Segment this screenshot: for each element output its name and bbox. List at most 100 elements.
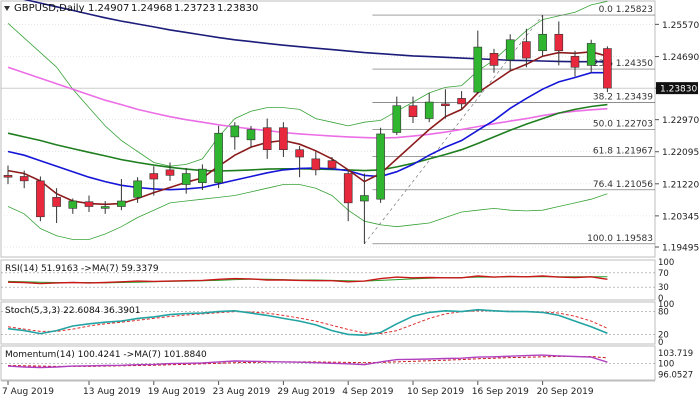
fib-level-label: 0.0 1.25823: [599, 5, 653, 15]
candle-body: [198, 168, 207, 183]
rsi-tick-label: 100: [658, 258, 674, 268]
candle-body: [473, 46, 483, 93]
candle-body: [603, 48, 612, 89]
stoch-header: Stoch(5,3,3) 22.6084 36.3901: [5, 306, 140, 316]
candle-body: [505, 39, 515, 61]
candle-body: [100, 206, 110, 209]
price-tick-label: 1.22095: [662, 148, 699, 158]
candle-body: [489, 53, 499, 66]
candle-body: [149, 173, 159, 180]
candle-body: [441, 103, 450, 107]
momentum-plot: [1, 354, 655, 369]
price-panel: 0.0 1.25823 23.6 1.24350 38.2 1.23439 50.0 …: [0, 0, 699, 258]
candle-body: [295, 149, 304, 158]
date-tick-label: 16 Sep 2019: [472, 387, 529, 397]
price-axis: 1.25570 1.24690 1.23830 1.22970 1.22095 1.212…: [655, 21, 699, 254]
price-tick-label: 1.19495: [662, 244, 699, 254]
momentum-header: Momentum(14) 100.4241 ->MA(7) 101.8840: [5, 350, 207, 360]
candle-body: [376, 133, 385, 200]
date-tick-label: 19 Aug 2019: [148, 387, 206, 397]
bollinger-lower-line: [7, 184, 608, 240]
candle-body: [262, 127, 272, 151]
current-price-box: [656, 82, 698, 95]
candle-body: [181, 173, 191, 185]
fib-level-label: 76.4 1.21056: [593, 180, 653, 190]
price-tick-label: 1.24690: [662, 53, 699, 63]
ma-mid-line: [7, 71, 608, 191]
date-tick-label: 4 Sep 2019: [342, 387, 394, 397]
stoch-tick-label: 80: [658, 308, 669, 318]
candle-body: [214, 132, 223, 183]
price-tick-label: 1.21220: [662, 180, 699, 190]
candle-body: [522, 41, 531, 59]
candle-body: [570, 55, 580, 68]
candle-body: [52, 197, 61, 207]
date-tick-label: 29 Aug 2019: [277, 387, 335, 397]
candle-body: [360, 195, 369, 202]
stoch-plot: [1, 308, 655, 337]
date-tick-label: 23 Aug 2019: [213, 387, 271, 397]
candle-body: [392, 105, 402, 133]
date-tick-label: 20 Sep 2019: [537, 387, 594, 397]
candle-body: [230, 125, 240, 138]
candle-body: [457, 98, 466, 105]
stoch-tick-label: 0: [658, 338, 663, 348]
candle-body: [19, 176, 29, 182]
candle-body: [343, 173, 353, 204]
candles: [3, 15, 612, 244]
fib-level-label: 100.0 1.19583: [587, 234, 653, 244]
collapse-arrow-icon[interactable]: [4, 6, 10, 11]
momentum-line: [7, 354, 608, 369]
candle-body: [68, 200, 78, 209]
price-header-high: 1.24968: [131, 3, 172, 14]
rsi-plot: [1, 272, 655, 288]
rsi-tick-label: 0: [658, 294, 663, 304]
price-header-close: 1.23830: [217, 3, 258, 14]
candle-body: [133, 180, 142, 198]
momentum-tick-label: 103.719: [658, 349, 693, 359]
stoch-tick-label: 100: [658, 300, 674, 310]
fib-level-label: 61.8 1.21967: [593, 146, 653, 156]
price-header-open: 1.24907: [88, 3, 129, 14]
candle-body: [424, 101, 434, 119]
candle-body: [246, 129, 256, 141]
momentum-tick-label: 100: [658, 359, 674, 369]
date-tick-label: 13 Aug 2019: [83, 387, 141, 397]
price-header-low: 1.23723: [174, 3, 215, 14]
rsi-line: [7, 275, 608, 285]
fib-level-label: 50.0 1.22703: [593, 119, 653, 129]
date-axis: 7 Aug 2019 13 Aug 2019 19 Aug 2019 23 Aug 2…: [1, 380, 655, 397]
candle-body: [311, 158, 321, 171]
rsi-tick-label: 30: [658, 283, 669, 293]
candle-body: [36, 180, 45, 218]
ma-long-line: [7, 66, 608, 139]
candle-body: [586, 43, 596, 66]
stoch-tick-label: 20: [658, 330, 669, 340]
rsi-header: RSI(14) 51.9163 ->MA(7) 59.3379: [5, 264, 159, 274]
momentum-tick-label: 96.0527: [658, 370, 693, 380]
date-tick-label: 10 Sep 2019: [407, 387, 464, 397]
price-tick-label: 1.22970: [662, 116, 699, 126]
date-tick-label: 7 Aug 2019: [2, 387, 54, 397]
stoch-k-line: [7, 308, 608, 337]
fib-level-label: 38.2 1.23439: [593, 92, 653, 102]
fib-level-label: 23.6 1.24350: [593, 59, 653, 69]
current-price-label: 1.23830: [660, 85, 697, 95]
candle-body: [3, 175, 13, 178]
price-tick-label: 1.20345: [662, 212, 699, 222]
price-header-symbol: GBPUSD,Daily: [14, 3, 85, 14]
candle-body: [554, 33, 564, 52]
candle-body: [538, 33, 547, 52]
candle-body: [117, 200, 126, 207]
candle-body: [327, 160, 337, 169]
rsi-tick-label: 70: [658, 269, 669, 279]
candle-body: [165, 169, 175, 176]
candle-body: [279, 127, 288, 151]
